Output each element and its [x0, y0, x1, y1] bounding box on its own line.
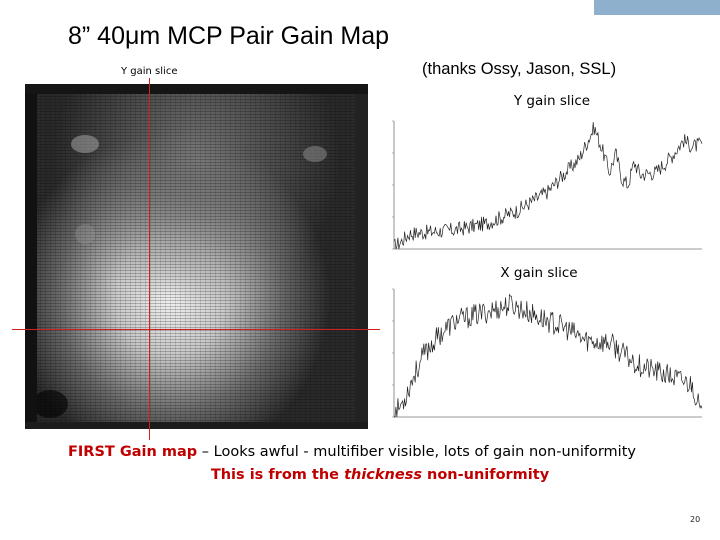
y-gain-slice-chart — [392, 120, 703, 250]
credit-text: (thanks Ossy, Jason, SSL) — [422, 60, 617, 78]
gain-map-caption: Y gain slice — [121, 66, 178, 77]
page-number: 20 — [690, 515, 701, 524]
series-line — [394, 293, 703, 418]
slide-title: 8” 40μm MCP Pair Gain Map — [68, 22, 389, 50]
footer-line-2: This is from the thickness non-uniformit… — [0, 467, 720, 483]
x-slice-label: X gain slice — [500, 265, 578, 281]
corner-accent-bar — [594, 0, 720, 15]
crosshair-vertical — [149, 78, 150, 440]
y-slice-label: Y gain slice — [513, 93, 591, 109]
crosshair-horizontal — [12, 329, 390, 330]
footer-line2-start: This is from the — [210, 467, 345, 483]
series-line — [393, 122, 703, 250]
footer-line-1: FIRST Gain map – Looks awful - multifibe… — [68, 444, 636, 460]
x-gain-slice-chart — [392, 288, 703, 418]
footer-line2-end: non-uniformity — [421, 467, 550, 483]
x-gain-slice-plot — [380, 285, 705, 425]
y-gain-slice-plot — [380, 117, 705, 257]
footer-line2-italic: thickness — [344, 467, 422, 483]
footer-description: – Looks awful - multifiber visible, lots… — [197, 444, 636, 460]
gain-map-image — [25, 84, 368, 429]
footer-emphasis: FIRST Gain map — [68, 444, 198, 460]
